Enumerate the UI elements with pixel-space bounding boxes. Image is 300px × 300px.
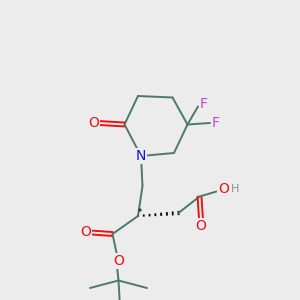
Text: O: O: [80, 226, 91, 239]
Text: H: H: [231, 184, 240, 194]
Text: O: O: [113, 254, 124, 268]
Text: *: *: [137, 208, 142, 217]
Text: O: O: [218, 182, 229, 196]
Text: O: O: [196, 219, 206, 232]
Text: O: O: [88, 116, 99, 130]
Text: F: F: [212, 116, 219, 130]
Text: F: F: [200, 97, 207, 111]
Text: N: N: [136, 149, 146, 163]
